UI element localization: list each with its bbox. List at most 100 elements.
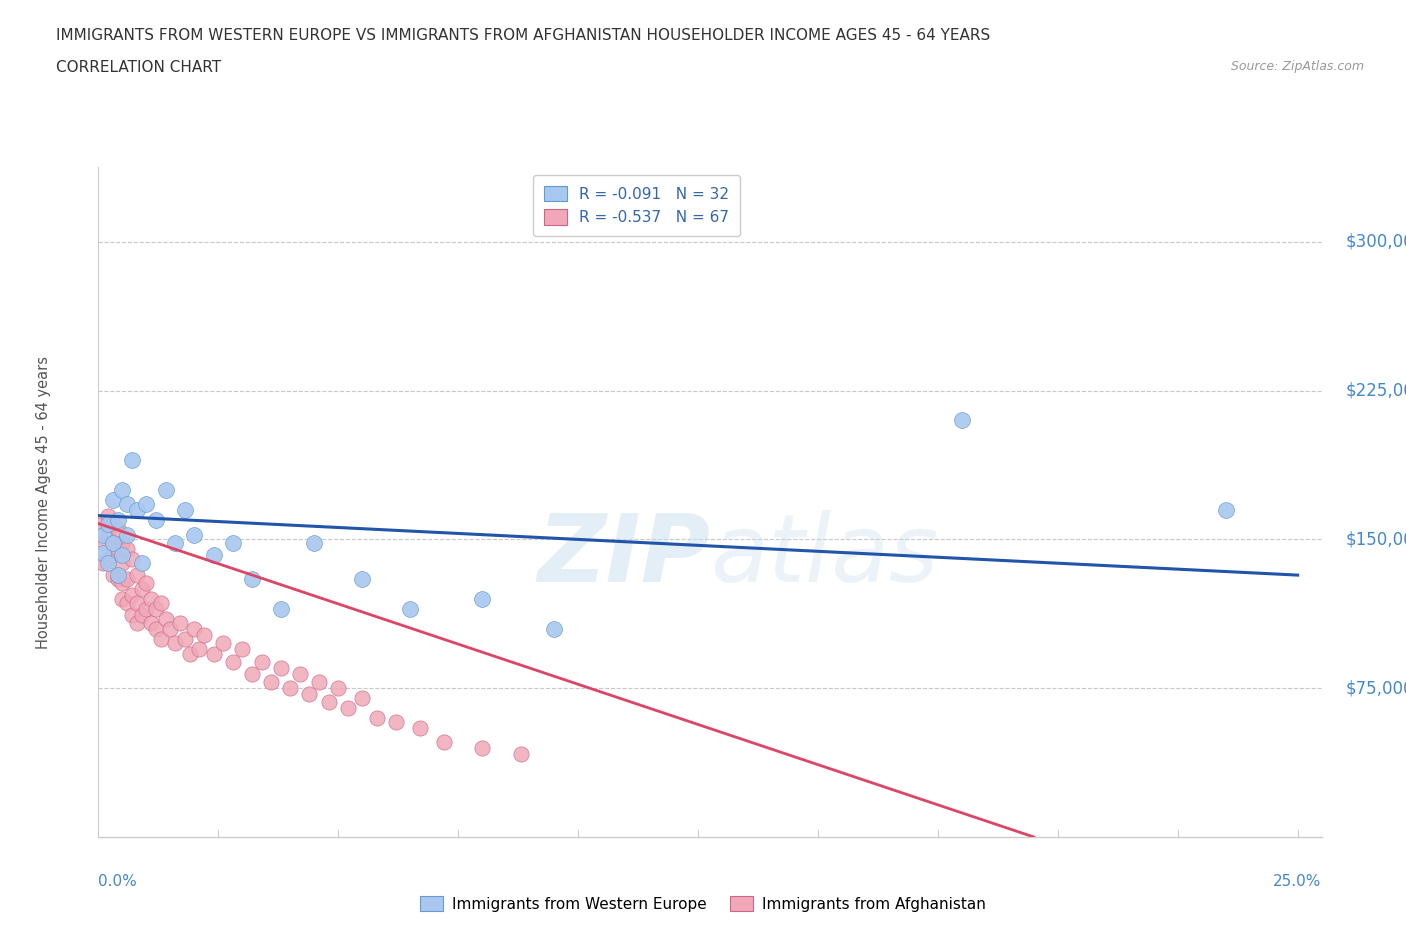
Point: [101, 567, 124, 582]
Point: [91, 528, 114, 543]
Point: [149, 595, 172, 610]
Point: [125, 616, 148, 631]
Point: [399, 602, 422, 617]
Point: [222, 655, 245, 670]
Point: [97, 508, 120, 523]
Point: [121, 453, 143, 468]
Text: $300,000: $300,000: [1346, 232, 1406, 251]
Text: CORRELATION CHART: CORRELATION CHART: [56, 60, 221, 75]
Point: [101, 492, 124, 507]
Point: [131, 556, 153, 571]
Point: [352, 572, 374, 587]
Point: [173, 502, 195, 517]
Point: [131, 607, 153, 622]
Point: [107, 572, 129, 587]
Point: [298, 686, 321, 701]
Point: [304, 536, 326, 551]
Point: [111, 548, 134, 563]
Point: [111, 536, 134, 551]
Point: [101, 536, 124, 551]
Text: atlas: atlas: [710, 511, 938, 602]
Point: [169, 616, 191, 631]
Point: [101, 516, 124, 531]
Text: IMMIGRANTS FROM WESTERN EUROPE VS IMMIGRANTS FROM AFGHANISTAN HOUSEHOLDER INCOME: IMMIGRANTS FROM WESTERN EUROPE VS IMMIGR…: [56, 28, 990, 43]
Point: [173, 631, 195, 646]
Point: [165, 635, 187, 650]
Point: [165, 536, 187, 551]
Point: [135, 576, 157, 591]
Point: [131, 581, 153, 596]
Point: [328, 681, 350, 696]
Legend: R = -0.091   N = 32, R = -0.537   N = 67: R = -0.091 N = 32, R = -0.537 N = 67: [533, 175, 740, 236]
Text: 25.0%: 25.0%: [1274, 874, 1322, 889]
Point: [115, 595, 138, 610]
Text: Householder Income Ages 45 - 64 years: Householder Income Ages 45 - 64 years: [37, 355, 51, 649]
Point: [125, 567, 148, 582]
Point: [509, 746, 531, 761]
Point: [97, 528, 120, 543]
Point: [352, 691, 374, 706]
Point: [433, 735, 456, 750]
Point: [471, 591, 494, 606]
Point: [202, 548, 225, 563]
Point: [188, 641, 211, 656]
Point: [145, 621, 167, 636]
Text: ZIP: ZIP: [537, 510, 710, 602]
Point: [111, 576, 134, 591]
Text: 0.0%: 0.0%: [98, 874, 138, 889]
Point: [240, 572, 263, 587]
Point: [179, 647, 201, 662]
Point: [115, 497, 138, 512]
Point: [183, 528, 205, 543]
Text: $225,000: $225,000: [1346, 381, 1406, 400]
Legend: Immigrants from Western Europe, Immigrants from Afghanistan: Immigrants from Western Europe, Immigran…: [413, 889, 993, 918]
Point: [270, 602, 292, 617]
Point: [115, 542, 138, 557]
Point: [91, 536, 114, 551]
Point: [135, 602, 157, 617]
Point: [91, 556, 114, 571]
Point: [278, 681, 301, 696]
Point: [107, 512, 129, 527]
Point: [121, 607, 143, 622]
Point: [115, 528, 138, 543]
Point: [288, 667, 311, 682]
Point: [183, 621, 205, 636]
Point: [141, 591, 163, 606]
Point: [231, 641, 253, 656]
Point: [91, 516, 114, 531]
Point: [125, 595, 148, 610]
Point: [385, 714, 408, 729]
Point: [107, 542, 129, 557]
Point: [107, 522, 129, 537]
Point: [101, 536, 124, 551]
Point: [155, 483, 177, 498]
Text: Source: ZipAtlas.com: Source: ZipAtlas.com: [1230, 60, 1364, 73]
Point: [97, 556, 120, 571]
Point: [366, 711, 388, 725]
Point: [950, 413, 973, 428]
Point: [212, 635, 235, 650]
Point: [121, 588, 143, 603]
Point: [125, 502, 148, 517]
Point: [135, 497, 157, 512]
Point: [1215, 502, 1237, 517]
Point: [111, 483, 134, 498]
Point: [97, 551, 120, 566]
Point: [222, 536, 245, 551]
Point: [270, 661, 292, 676]
Point: [91, 546, 114, 561]
Point: [202, 647, 225, 662]
Point: [159, 621, 181, 636]
Point: [115, 572, 138, 587]
Point: [260, 675, 283, 690]
Point: [97, 516, 120, 531]
Point: [121, 551, 143, 566]
Point: [155, 611, 177, 626]
Point: [145, 512, 167, 527]
Text: $150,000: $150,000: [1346, 530, 1406, 549]
Point: [471, 740, 494, 755]
Point: [145, 602, 167, 617]
Point: [101, 548, 124, 563]
Point: [543, 621, 565, 636]
